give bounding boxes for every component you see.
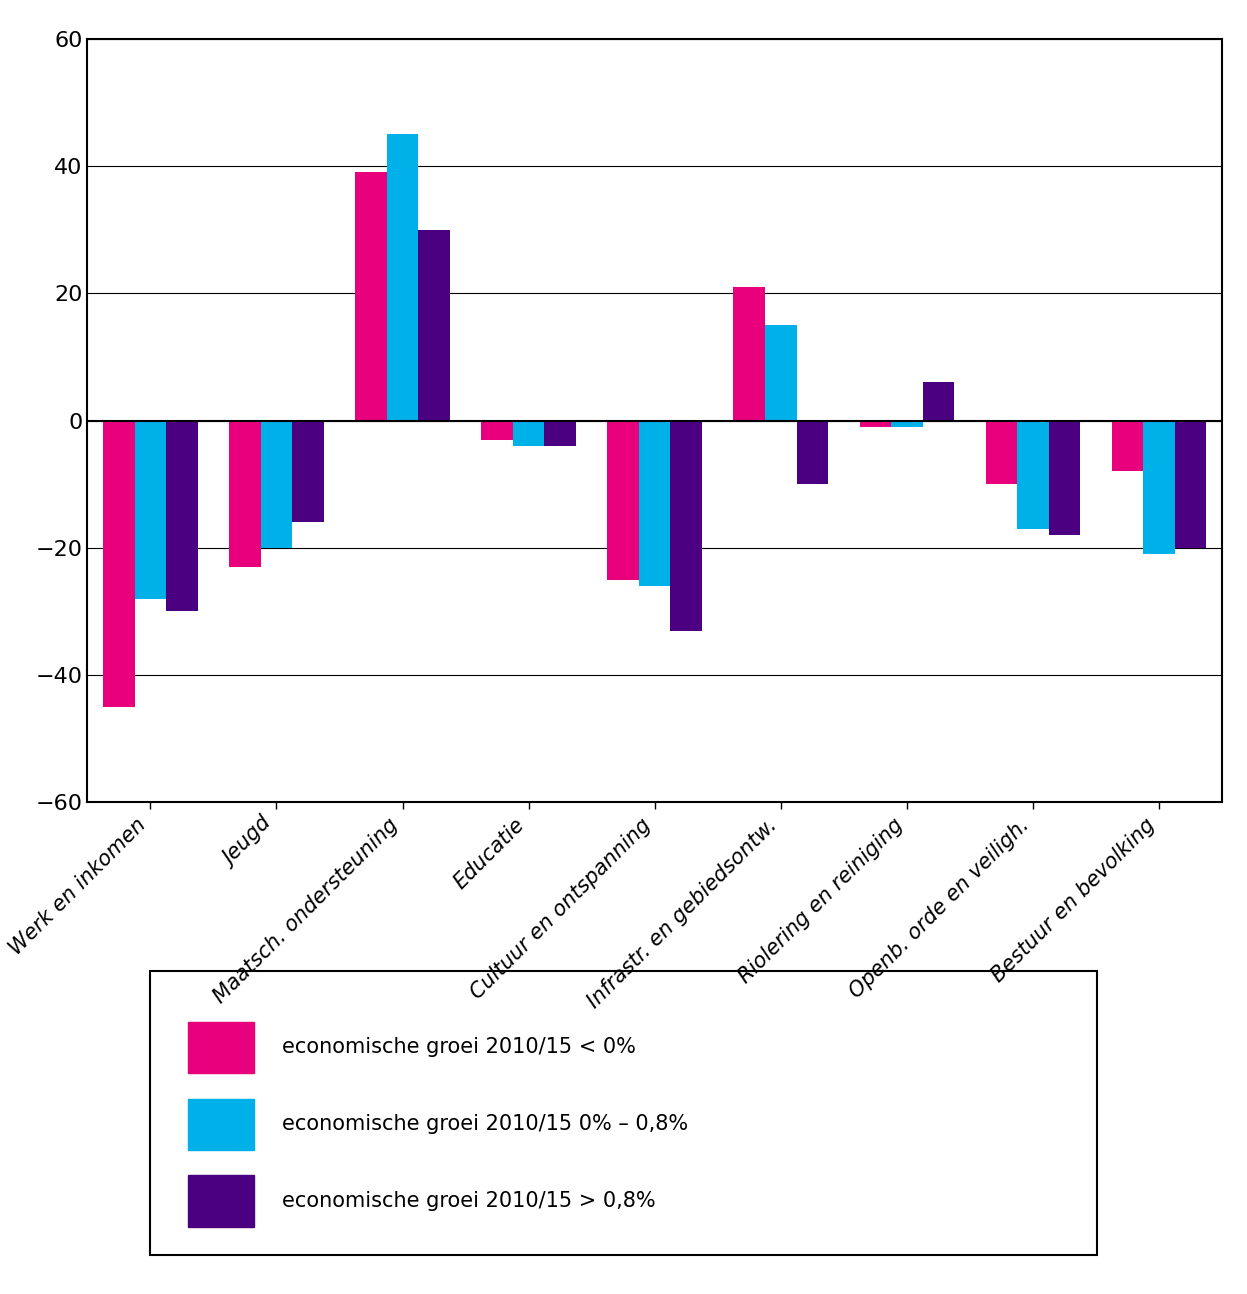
Bar — [187, 1022, 254, 1073]
Bar — [166, 421, 197, 612]
Text: economische groei 2010/15 > 0,8%: economische groei 2010/15 > 0,8% — [282, 1190, 656, 1211]
Bar — [1049, 421, 1080, 536]
Bar — [892, 421, 923, 427]
Bar — [481, 421, 513, 440]
Bar — [923, 383, 954, 421]
Bar — [797, 421, 828, 484]
Bar — [229, 421, 261, 567]
Bar — [187, 1099, 254, 1150]
Bar — [292, 421, 324, 523]
Bar — [261, 421, 292, 547]
Bar — [418, 230, 450, 421]
Bar — [638, 421, 671, 586]
Bar — [187, 1175, 254, 1227]
Bar — [671, 421, 702, 630]
Bar — [104, 421, 135, 707]
Bar — [733, 287, 764, 421]
Bar — [513, 421, 545, 446]
Bar — [859, 421, 892, 427]
Bar — [355, 172, 387, 421]
Bar — [387, 135, 418, 421]
Bar — [985, 421, 1018, 484]
Text: economische groei 2010/15 < 0%: economische groei 2010/15 < 0% — [282, 1038, 636, 1057]
Bar — [545, 421, 576, 446]
Bar — [1143, 421, 1175, 554]
Text: economische groei 2010/15 0% – 0,8%: economische groei 2010/15 0% – 0,8% — [282, 1114, 688, 1135]
Bar — [1175, 421, 1206, 547]
Bar — [1112, 421, 1143, 471]
Bar — [1018, 421, 1049, 529]
Bar — [764, 325, 797, 421]
Bar — [607, 421, 638, 580]
Bar — [135, 421, 166, 599]
